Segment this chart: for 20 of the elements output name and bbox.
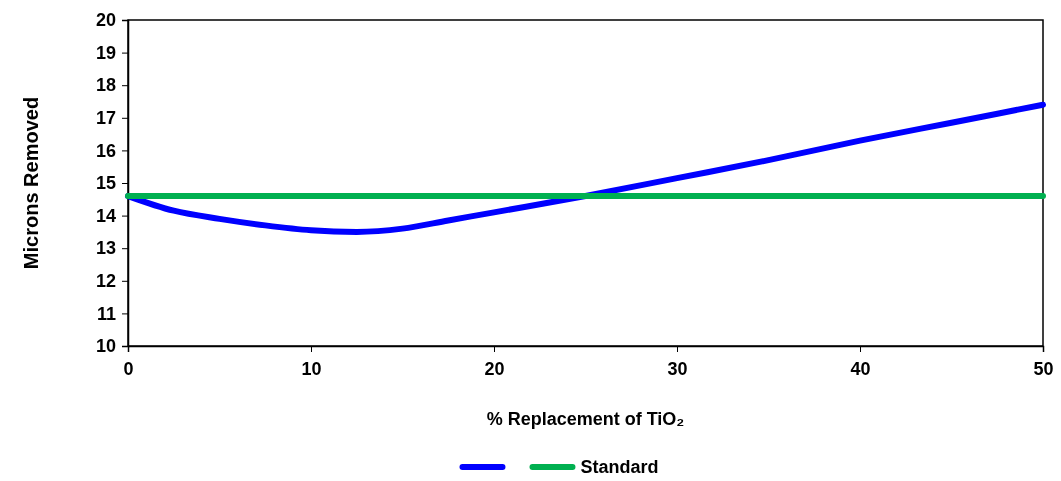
x-tick-label: 40 (850, 358, 871, 379)
y-tick-label: 10 (95, 336, 116, 357)
x-tick-label: 0 (123, 358, 134, 379)
y-tick-label: 12 (95, 271, 116, 292)
x-tick-label: 20 (484, 358, 505, 379)
x-tick-label: 10 (301, 358, 322, 379)
y-tick-label: 11 (96, 303, 116, 324)
y-tick-label: 17 (95, 108, 116, 129)
y-tick-label: 14 (95, 205, 116, 226)
y-tick-label: 18 (95, 75, 116, 96)
x-axis-title: % Replacement of TiO₂ (486, 409, 685, 429)
y-tick-label: 20 (95, 10, 116, 31)
x-tick-label: 50 (1033, 358, 1054, 379)
legend-label: Standard (580, 457, 659, 477)
y-tick-label: 13 (95, 238, 116, 259)
y-axis-title: Microns Removed (20, 96, 42, 270)
y-tick-label: 16 (95, 140, 116, 161)
x-tick-label: 30 (667, 358, 688, 379)
y-tick-label: 19 (95, 42, 116, 63)
y-tick-label: 15 (95, 173, 116, 194)
